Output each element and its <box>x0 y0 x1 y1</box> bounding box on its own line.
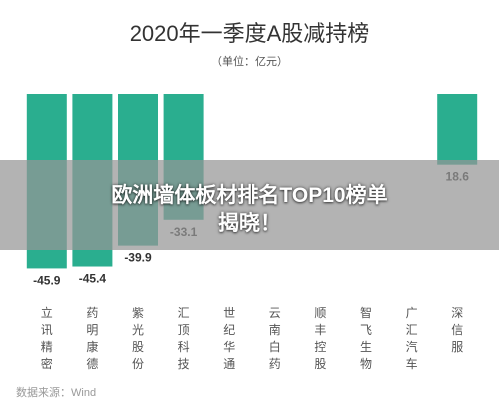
category-label-5: 通 <box>223 357 235 371</box>
category-label-6: 药 <box>269 357 281 371</box>
category-label-7: 控 <box>314 340 326 354</box>
category-label-8: 智 <box>360 305 372 320</box>
bar-10 <box>437 94 478 165</box>
category-label-2: 康 <box>86 339 98 354</box>
category-label-5: 纪 <box>223 323 235 337</box>
category-label-2: 德 <box>86 356 98 371</box>
category-label-2: 明 <box>86 323 98 337</box>
chart-subtitle: （单位：亿元） <box>211 56 288 68</box>
category-label-1: 密 <box>41 356 53 371</box>
category-label-3: 光 <box>132 323 144 337</box>
category-label-9: 汇 <box>406 323 418 337</box>
headline-banner[interactable] <box>0 160 499 250</box>
category-label-4: 科 <box>178 340 190 354</box>
category-label-10: 信 <box>451 323 463 337</box>
category-label-8: 生 <box>360 340 372 354</box>
category-label-7: 股 <box>314 357 326 371</box>
data-source: 数据来源：Wind <box>16 387 97 399</box>
headline-line1[interactable]: 欧洲墙体板材排名TOP10榜单 <box>111 184 388 207</box>
category-label-3: 紫 <box>132 306 144 320</box>
value-label-2: -45.4 <box>79 272 107 286</box>
category-label-6: 白 <box>269 339 281 354</box>
value-label-1: -45.9 <box>33 273 61 287</box>
category-label-2: 药 <box>86 306 98 320</box>
category-label-4: 技 <box>178 357 190 371</box>
value-label-3: -39.9 <box>124 251 152 265</box>
category-label-8: 物 <box>360 357 372 371</box>
category-label-1: 精 <box>41 340 53 354</box>
category-label-4: 汇 <box>178 306 190 320</box>
category-label-10: 服 <box>451 340 463 354</box>
category-label-7: 丰 <box>314 323 326 337</box>
category-label-3: 股 <box>132 340 144 354</box>
headline-line2[interactable]: 揭晓！ <box>218 212 281 235</box>
category-label-1: 讯 <box>41 323 53 337</box>
category-label-9: 广 <box>406 306 418 320</box>
category-label-9: 车 <box>406 356 418 371</box>
category-label-1: 立 <box>41 305 53 320</box>
category-label-10: 深 <box>451 306 463 320</box>
chart-title: 2020年一季度A股减持榜 <box>129 21 370 46</box>
category-label-8: 飞 <box>360 323 372 337</box>
category-label-5: 世 <box>223 306 235 320</box>
category-label-4: 顶 <box>178 323 190 337</box>
category-label-6: 南 <box>269 322 281 337</box>
category-label-5: 华 <box>223 340 235 354</box>
category-label-9: 汽 <box>406 339 418 354</box>
category-label-3: 份 <box>132 357 144 371</box>
category-label-6: 云 <box>269 306 281 320</box>
category-label-7: 顺 <box>314 306 326 320</box>
